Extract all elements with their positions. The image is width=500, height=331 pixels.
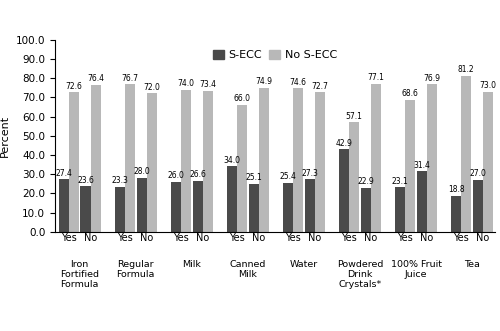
Bar <box>339 149 349 232</box>
Bar <box>405 100 415 232</box>
Text: 72.0: 72.0 <box>144 83 160 92</box>
Bar <box>417 171 427 232</box>
Bar <box>451 196 461 232</box>
Text: 76.9: 76.9 <box>424 73 440 82</box>
Text: 31.4: 31.4 <box>414 161 430 170</box>
Text: 27.4: 27.4 <box>56 168 72 177</box>
Text: 57.1: 57.1 <box>346 112 362 120</box>
Text: Powdered
Drink
Crystals*: Powdered Drink Crystals* <box>337 260 383 289</box>
Text: 68.6: 68.6 <box>402 89 418 98</box>
Bar <box>371 84 381 232</box>
Bar <box>237 105 247 232</box>
Text: Water: Water <box>290 260 318 268</box>
Bar <box>483 92 493 232</box>
Text: 25.1: 25.1 <box>246 173 262 182</box>
Text: 100% Fruit
Juice: 100% Fruit Juice <box>390 260 442 279</box>
Bar <box>114 187 125 232</box>
Text: 26.6: 26.6 <box>189 170 206 179</box>
Bar <box>349 122 360 232</box>
Bar <box>248 183 259 232</box>
Text: 66.0: 66.0 <box>234 94 250 104</box>
Y-axis label: Percent: Percent <box>0 115 10 157</box>
Text: Regular
Formula: Regular Formula <box>116 260 155 279</box>
Text: 72.6: 72.6 <box>66 82 82 91</box>
Bar <box>192 181 203 232</box>
Bar <box>473 180 483 232</box>
Bar <box>136 178 146 232</box>
Text: 42.9: 42.9 <box>336 139 352 148</box>
Text: 74.0: 74.0 <box>178 79 194 88</box>
Text: 77.1: 77.1 <box>368 73 384 82</box>
Bar <box>283 183 293 232</box>
Bar <box>170 182 181 232</box>
Bar <box>58 179 69 232</box>
Text: 72.7: 72.7 <box>312 82 328 91</box>
Text: 73.4: 73.4 <box>200 80 216 89</box>
Bar <box>293 88 303 232</box>
Bar <box>203 91 213 232</box>
Text: Milk: Milk <box>182 260 202 268</box>
Text: 23.3: 23.3 <box>112 176 128 185</box>
Text: 22.9: 22.9 <box>358 177 374 186</box>
Legend: S-ECC, No S-ECC: S-ECC, No S-ECC <box>208 45 342 65</box>
Text: 34.0: 34.0 <box>224 156 240 165</box>
Bar <box>360 188 371 232</box>
Text: 76.4: 76.4 <box>88 74 104 83</box>
Text: 25.4: 25.4 <box>280 172 296 181</box>
Bar <box>227 166 237 232</box>
Bar <box>69 92 79 232</box>
Text: 23.6: 23.6 <box>77 176 94 185</box>
Bar <box>427 84 437 232</box>
Text: 26.0: 26.0 <box>168 171 184 180</box>
Text: 27.0: 27.0 <box>470 169 486 178</box>
Text: 23.1: 23.1 <box>392 177 408 186</box>
Bar <box>461 76 471 232</box>
Text: 27.3: 27.3 <box>302 169 318 178</box>
Bar <box>146 93 157 232</box>
Text: Canned
Milk: Canned Milk <box>230 260 266 279</box>
Text: 18.8: 18.8 <box>448 185 464 194</box>
Text: 76.7: 76.7 <box>122 74 138 83</box>
Bar <box>395 187 405 232</box>
Text: 28.0: 28.0 <box>133 167 150 176</box>
Bar <box>304 179 315 232</box>
Bar <box>90 85 101 232</box>
Bar <box>259 88 269 232</box>
Text: 74.6: 74.6 <box>290 78 306 87</box>
Text: Iron
Fortified
Formula: Iron Fortified Formula <box>60 260 99 289</box>
Text: 74.9: 74.9 <box>256 77 272 86</box>
Bar <box>315 92 325 232</box>
Bar <box>181 90 191 232</box>
Text: 81.2: 81.2 <box>458 65 474 74</box>
Text: 73.0: 73.0 <box>480 81 496 90</box>
Text: Tea: Tea <box>464 260 480 268</box>
Bar <box>80 186 90 232</box>
Bar <box>125 84 135 232</box>
